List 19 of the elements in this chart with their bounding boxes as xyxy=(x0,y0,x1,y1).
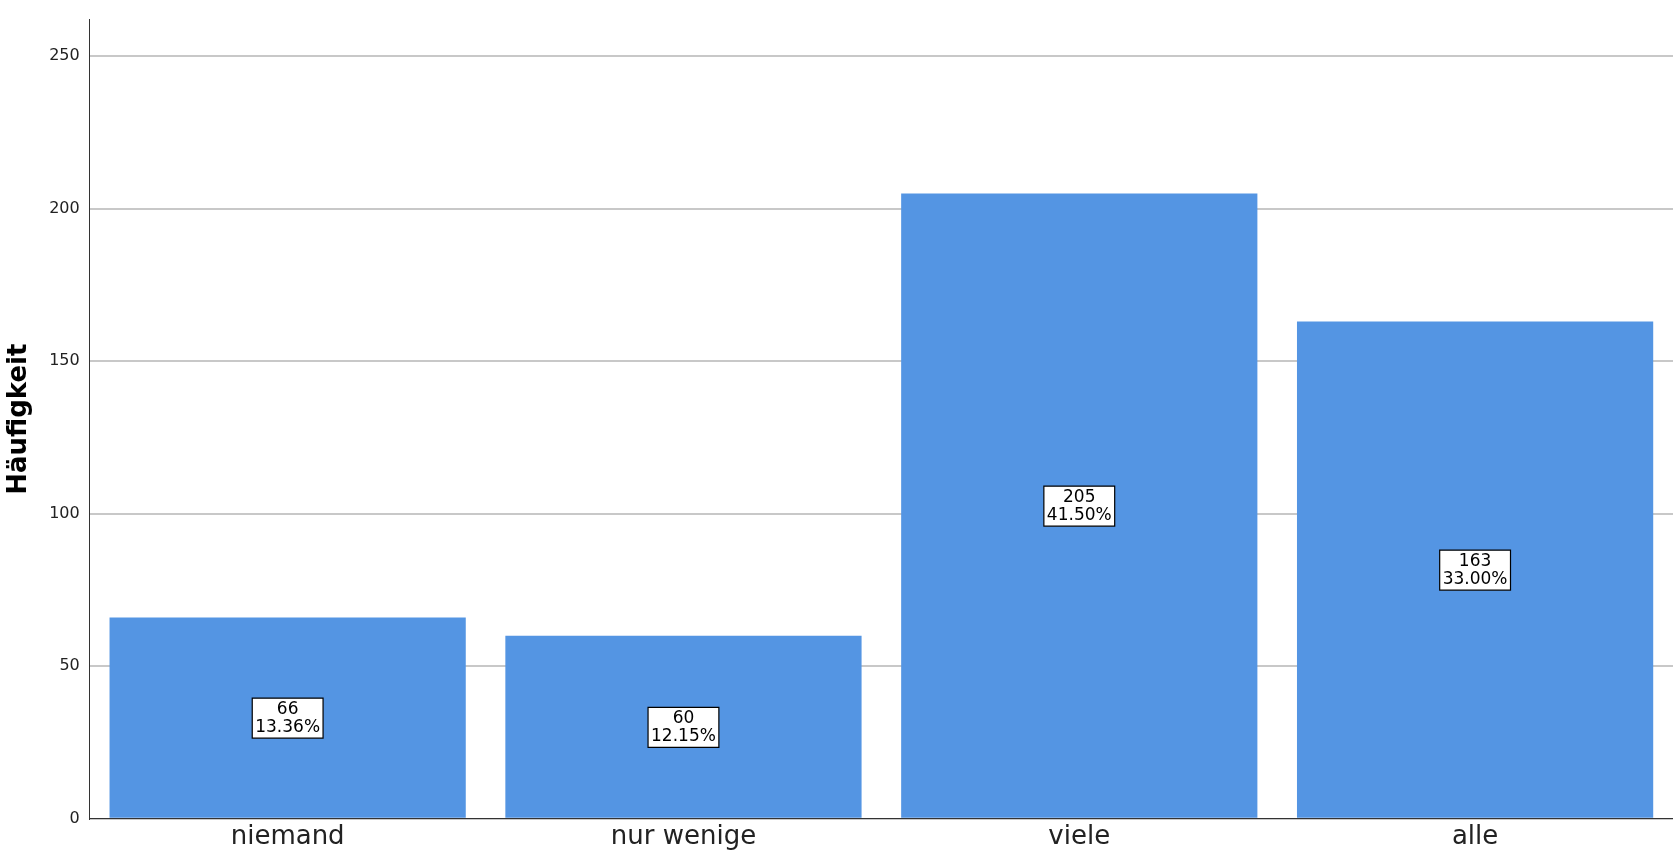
x-tick-label: nur wenige xyxy=(610,820,757,851)
data-label: 163 33.00% xyxy=(1442,549,1508,588)
x-tick-label: niemand xyxy=(230,820,345,851)
y-tick-label: 200 xyxy=(49,197,80,217)
bar xyxy=(109,617,466,818)
y-tick-label: 150 xyxy=(49,350,80,370)
x-tick-label: alle xyxy=(1451,820,1499,851)
y-tick-label: 0 xyxy=(69,807,80,827)
data-label: 205 41.50% xyxy=(1046,485,1112,524)
y-tick-label: 250 xyxy=(49,45,80,65)
bar xyxy=(901,193,1258,818)
bar xyxy=(1296,321,1654,818)
data-label: 66 13.36% xyxy=(255,697,321,736)
bar xyxy=(505,635,862,818)
y-tick-label: 50 xyxy=(59,655,80,675)
y-tick-label: 100 xyxy=(49,502,80,522)
x-tick-label: viele xyxy=(1048,820,1111,851)
data-label: 60 12.15% xyxy=(651,706,716,745)
y-axis-title: Häufigkeit xyxy=(2,343,33,495)
